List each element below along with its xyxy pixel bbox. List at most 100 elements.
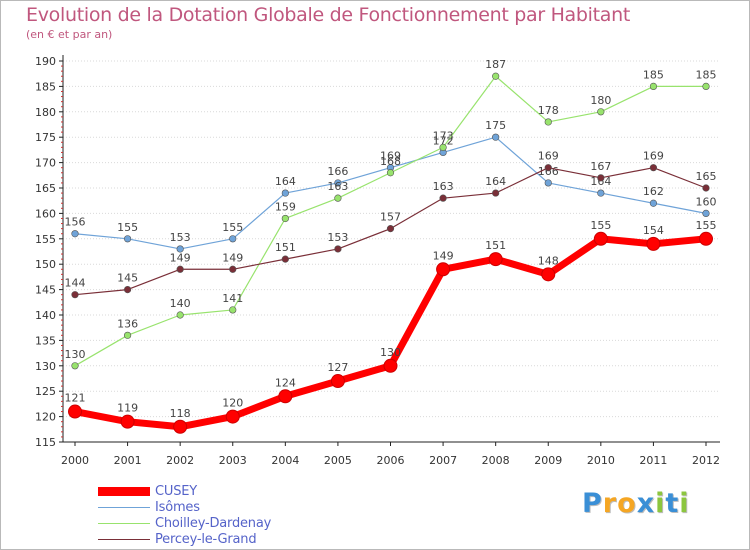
data-point xyxy=(649,164,658,172)
data-point xyxy=(436,262,451,277)
data-label: 159 xyxy=(275,200,296,213)
data-point xyxy=(281,214,289,223)
data-point xyxy=(544,164,552,172)
legend-label: Percey-le-Grand xyxy=(155,532,257,547)
data-point xyxy=(492,72,500,80)
data-point xyxy=(544,118,552,126)
data-point xyxy=(176,245,184,253)
data-label: 169 xyxy=(380,150,401,163)
logo-letter: o xyxy=(617,488,637,519)
data-label: 145 xyxy=(117,272,138,285)
legend-swatch-cusey xyxy=(98,487,150,496)
data-label: 141 xyxy=(222,292,243,305)
data-label: 153 xyxy=(327,231,348,244)
data-point xyxy=(597,189,605,197)
data-point xyxy=(281,255,289,263)
chart-subtitle: (en € et par an) xyxy=(26,28,113,41)
data-point xyxy=(334,194,342,202)
legend-label: CUSEY xyxy=(155,484,197,499)
logo-letter: i xyxy=(679,488,690,519)
y-tick-label: 130 xyxy=(35,360,56,373)
data-point xyxy=(492,189,500,197)
data-point xyxy=(173,419,188,434)
data-label: 144 xyxy=(65,277,86,290)
logo-letter: t xyxy=(665,488,680,519)
data-label: 155 xyxy=(117,221,138,234)
data-point xyxy=(229,306,237,314)
legend-swatch-choilley-dardenay xyxy=(98,523,150,524)
y-tick-label: 165 xyxy=(35,182,56,195)
data-point xyxy=(439,194,447,202)
x-tick-label: 2003 xyxy=(219,454,247,467)
logo-letter: r xyxy=(602,488,618,519)
x-tick-label: 2006 xyxy=(377,454,405,467)
data-point xyxy=(593,231,608,246)
data-label: 163 xyxy=(433,180,454,193)
data-point xyxy=(597,174,605,182)
y-tick-label: 135 xyxy=(35,334,56,347)
legend-swatch-percey-le-grand xyxy=(98,539,150,540)
data-label: 155 xyxy=(696,219,717,232)
data-point xyxy=(702,184,710,192)
x-tick-label: 2005 xyxy=(324,454,352,467)
data-point xyxy=(278,389,293,404)
x-tick-label: 2008 xyxy=(482,454,510,467)
y-tick-label: 155 xyxy=(35,233,56,246)
data-point xyxy=(334,245,342,253)
data-label: 162 xyxy=(643,185,664,198)
data-label: 167 xyxy=(590,160,611,173)
data-point xyxy=(176,311,184,319)
data-point xyxy=(123,286,132,294)
data-point xyxy=(123,235,132,243)
data-label: 165 xyxy=(696,170,717,183)
data-label: 164 xyxy=(590,175,611,188)
y-tick-label: 115 xyxy=(35,436,56,449)
data-point xyxy=(71,291,79,299)
data-point xyxy=(702,82,710,90)
data-label: 185 xyxy=(696,68,717,81)
data-point xyxy=(71,230,79,238)
x-tick-label: 2009 xyxy=(534,454,562,467)
x-tick-label: 2010 xyxy=(587,454,615,467)
data-label: 149 xyxy=(433,249,454,262)
data-label: 151 xyxy=(275,241,296,254)
data-point xyxy=(334,179,342,187)
data-point xyxy=(702,209,710,217)
data-point xyxy=(541,267,556,282)
data-label: 140 xyxy=(170,297,191,310)
data-label: 118 xyxy=(170,407,191,420)
x-tick-label: 2004 xyxy=(271,454,299,467)
data-point xyxy=(229,235,237,243)
series-line xyxy=(74,235,707,431)
data-label: 148 xyxy=(538,254,559,267)
data-point xyxy=(699,231,713,246)
data-label: 169 xyxy=(643,150,664,163)
y-tick-label: 150 xyxy=(35,258,56,271)
data-label: 127 xyxy=(327,361,348,374)
data-label: 130 xyxy=(65,348,86,361)
data-point xyxy=(492,133,500,141)
data-point xyxy=(176,265,184,273)
data-point xyxy=(649,199,658,207)
data-label: 149 xyxy=(170,251,191,264)
logo-letter: x xyxy=(636,488,656,519)
x-tick-label: 2000 xyxy=(61,454,89,467)
data-label: 136 xyxy=(117,317,138,330)
data-label: 130 xyxy=(380,346,401,359)
legend-label: Choilley-Dardenay xyxy=(155,516,272,531)
data-label: 151 xyxy=(485,239,506,252)
y-tick-label: 180 xyxy=(35,106,56,119)
data-label: 153 xyxy=(170,231,191,244)
data-label: 157 xyxy=(380,211,401,224)
data-label: 124 xyxy=(275,376,296,389)
data-label: 154 xyxy=(643,224,664,237)
x-tick-label: 2012 xyxy=(692,454,720,467)
data-point xyxy=(597,108,605,116)
data-point xyxy=(71,362,79,370)
data-label: 155 xyxy=(590,219,611,232)
data-label: 164 xyxy=(275,175,296,188)
data-point xyxy=(439,143,447,151)
proxiti-logo: Proxiti xyxy=(582,488,690,519)
x-tick-label: 2007 xyxy=(429,454,457,467)
data-label: 156 xyxy=(65,216,86,229)
